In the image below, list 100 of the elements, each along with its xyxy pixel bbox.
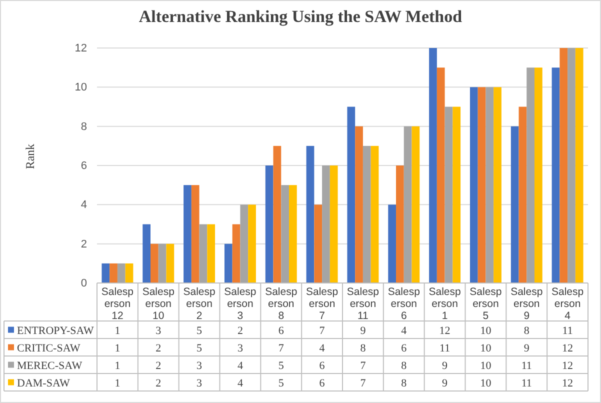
data-label: 12	[562, 342, 574, 354]
bar	[494, 87, 502, 283]
data-label: 11	[439, 342, 450, 354]
data-label: 6	[319, 360, 326, 372]
data-label: 4	[237, 360, 244, 372]
bar	[429, 48, 437, 283]
x-tick-label: Salesperson 6	[388, 286, 420, 322]
x-tick-label: Salesperson 9	[510, 286, 543, 322]
data-label: 9	[360, 324, 366, 337]
y-tick-label: 2	[80, 238, 87, 250]
bar	[273, 146, 282, 283]
bar	[102, 263, 110, 283]
bar	[207, 224, 216, 283]
bar	[240, 204, 248, 283]
data-label: 2	[156, 342, 162, 354]
bar	[388, 204, 396, 283]
bar	[281, 185, 289, 283]
bar	[560, 48, 568, 283]
data-label: 4	[237, 377, 244, 390]
bar	[191, 185, 200, 283]
bar	[355, 126, 363, 283]
y-tick-label: 8	[80, 120, 87, 133]
bar	[396, 166, 404, 283]
bar	[288, 185, 297, 283]
data-label: 7	[360, 360, 366, 372]
data-label: 2	[237, 324, 243, 337]
bar	[150, 244, 158, 283]
data-label: 5	[278, 360, 284, 372]
bar	[370, 146, 379, 283]
legend-label: CRITIC-SAW	[17, 342, 81, 354]
legend-label: ENTROPY-SAW	[17, 324, 94, 337]
data-label: 6	[319, 377, 326, 390]
bar	[232, 224, 240, 283]
bar	[158, 244, 166, 283]
data-label: 11	[521, 360, 532, 372]
data-label: 3	[196, 360, 203, 372]
data-label: 5	[196, 342, 203, 354]
data-label: 8	[401, 360, 408, 372]
bar	[110, 263, 118, 283]
y-tick-label: 10	[74, 82, 87, 94]
bar	[330, 166, 338, 283]
x-tick-label: Salesperson 10	[142, 286, 175, 322]
data-label: 1	[114, 360, 120, 372]
chart-title: Alternative Ranking Using the SAW Method	[138, 7, 463, 26]
x-tick-label: Salesperson 8	[265, 286, 298, 322]
bar	[486, 87, 494, 283]
bar	[347, 106, 356, 283]
x-tick-label: Salesperson 5	[470, 286, 502, 322]
data-label: 4	[319, 342, 326, 354]
legend-label: DAM-SAW	[17, 377, 71, 390]
data-label: 10	[480, 342, 492, 354]
bar	[166, 244, 174, 283]
data-label: 5	[278, 377, 284, 390]
data-label: 12	[562, 377, 574, 390]
bar	[306, 146, 314, 283]
data-label: 5	[196, 324, 203, 337]
y-tick-label: 12	[74, 42, 87, 55]
bar	[265, 166, 274, 283]
bar	[478, 87, 486, 283]
bar	[470, 87, 478, 283]
bar	[526, 68, 534, 283]
data-label: 12	[439, 324, 450, 337]
data-label: 4	[401, 324, 408, 337]
bar	[444, 106, 453, 283]
bar	[224, 244, 232, 283]
data-label: 7	[319, 324, 326, 337]
data-label: 10	[480, 377, 492, 390]
bar	[452, 106, 461, 283]
bar	[552, 68, 560, 283]
x-tick-label: Salesperson 2	[183, 286, 216, 322]
data-label: 7	[360, 377, 366, 390]
bar	[322, 166, 330, 283]
bar	[534, 68, 542, 283]
data-label: 12	[562, 360, 574, 372]
bar	[248, 204, 256, 283]
bar	[510, 126, 519, 283]
bar	[117, 263, 126, 283]
data-label: 11	[521, 377, 532, 390]
data-label: 2	[156, 360, 162, 372]
bar	[518, 106, 527, 283]
bar	[362, 146, 371, 283]
x-tick-label: Salesperson 7	[306, 286, 338, 322]
y-tick-label: 0	[80, 278, 87, 290]
bar	[314, 204, 322, 283]
legend-label: MEREC-SAW	[17, 360, 83, 372]
data-label: 6	[401, 342, 408, 354]
bar	[199, 224, 208, 283]
data-label: 9	[442, 360, 448, 372]
bar	[575, 48, 584, 283]
data-label: 8	[401, 377, 408, 390]
bar	[404, 126, 412, 283]
x-tick-label: Salesperson 3	[224, 286, 256, 322]
x-tick-label: Salesperson 11	[346, 286, 380, 322]
data-label: 1	[114, 324, 120, 337]
y-tick-label: 4	[80, 199, 87, 212]
bar	[412, 126, 420, 283]
x-tick-label: Salesperson 1	[428, 286, 461, 322]
data-label: 10	[480, 324, 492, 337]
y-axis-title: Rank	[23, 144, 37, 170]
data-label: 9	[442, 377, 448, 390]
